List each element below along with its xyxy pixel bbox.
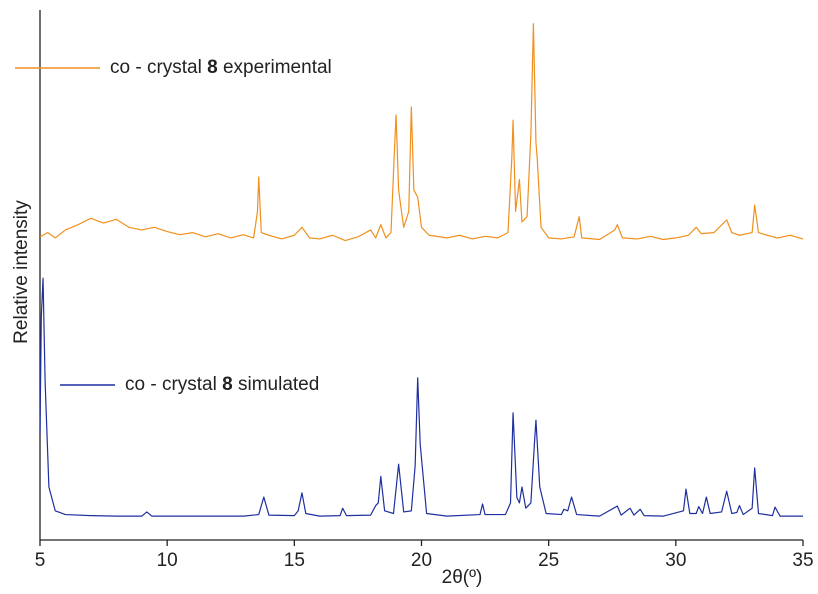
x-tick-label: 20: [411, 550, 432, 571]
x-tick-label: 30: [665, 550, 686, 571]
x-axis-label: 2θ(º): [442, 567, 483, 588]
x-tick-label: 10: [157, 550, 178, 571]
legend-label: co - crystal 8 experimental: [110, 57, 332, 78]
x-tick-label: 5: [35, 550, 46, 571]
series-line: [39, 23, 804, 242]
legend-label: co - crystal 8 simulated: [125, 374, 319, 395]
x-tick-label: 25: [538, 550, 559, 571]
y-axis-label: Relative intensity: [11, 200, 32, 344]
x-tick-label: 35: [792, 550, 813, 571]
series-line: [39, 277, 803, 517]
x-tick-label: 15: [284, 550, 305, 571]
